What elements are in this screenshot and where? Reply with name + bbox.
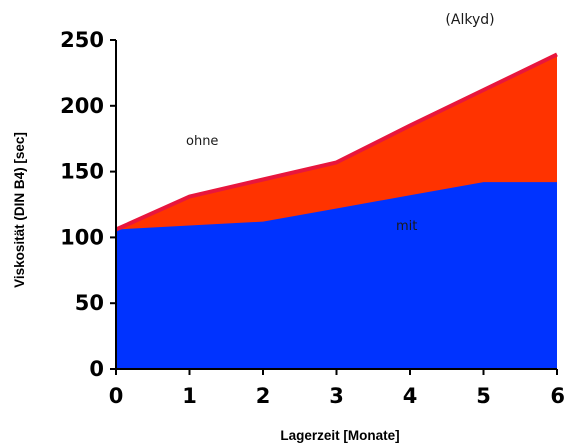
annotation-ohne: ohne: [186, 134, 218, 149]
x-tick-label: 4: [403, 384, 418, 408]
x-tick-label: 2: [256, 384, 271, 408]
y-tick-label: 0: [89, 357, 104, 381]
x-tick-label: 0: [109, 384, 124, 408]
y-axis-title: Viskosität (DIN B4) [sec]: [12, 132, 27, 288]
x-tick-labels: 0 1 2 3 4 5 6: [109, 369, 565, 408]
x-tick-label: 3: [329, 384, 344, 408]
annotation-mit: mit: [396, 219, 417, 234]
y-tick-label: 100: [60, 225, 104, 249]
x-tick-label: 1: [182, 384, 197, 408]
plot-areas: [115, 52, 558, 369]
area-mit: [116, 182, 557, 369]
y-tick-label: 200: [60, 94, 104, 118]
x-axis-title: Lagerzeit [Monate]: [280, 428, 399, 443]
y-tick-labels: 0 50 100 150 200 250: [60, 28, 116, 381]
y-tick-label: 150: [60, 160, 104, 184]
x-tick-label: 5: [476, 384, 491, 408]
line-ohne: [115, 52, 558, 232]
x-tick-label: 6: [550, 384, 565, 408]
y-tick-label: 250: [60, 28, 104, 52]
y-tick-label: 50: [75, 291, 104, 315]
chart-title: (Alkyd): [445, 12, 494, 28]
